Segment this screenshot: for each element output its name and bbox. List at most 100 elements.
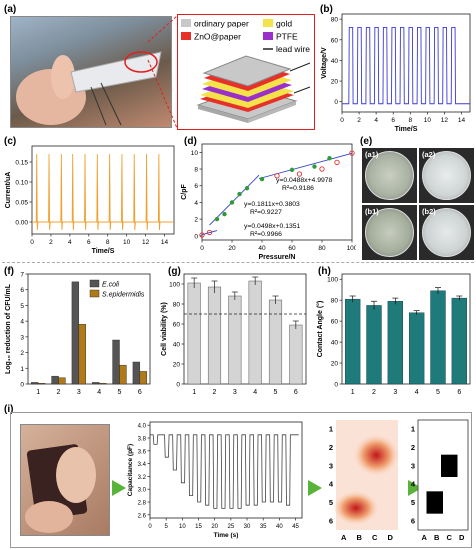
x-tick-label: 10	[424, 117, 432, 124]
y-tick-label: 0	[334, 382, 338, 389]
y-tick-label: 4	[20, 319, 24, 326]
row-label: 1	[329, 425, 333, 434]
bar-viability	[248, 280, 262, 385]
plot-frame	[27, 273, 151, 385]
bar-viability	[187, 282, 201, 385]
bar-contact-angle	[430, 290, 446, 385]
y-tick-label: 0.10	[15, 180, 28, 187]
data-point-red	[296, 171, 303, 177]
voltage-series-line	[342, 26, 470, 105]
row-label: 6	[329, 516, 333, 525]
heatmap-hotspot	[331, 490, 380, 526]
bar-contact-angle	[345, 298, 361, 385]
column-label: B	[434, 533, 440, 542]
legend-swatch	[89, 289, 100, 298]
capacitance-series-line	[150, 434, 299, 509]
x-tick-label: 12	[441, 117, 449, 124]
y-tick-label: 100	[327, 277, 338, 284]
bar-viability	[228, 295, 242, 385]
y-tick-label: 20	[331, 361, 339, 368]
panel-b: (b) 0 2 4 6 8 10 12 14 0 20 40 60 80 Time/S Voltage/V	[318, 2, 474, 133]
y-tick-label: 4.0	[138, 424, 147, 430]
x-tick-label: 5	[118, 389, 122, 396]
column-label: B	[357, 533, 363, 542]
panel-label-c: (c)	[4, 136, 17, 147]
y-tick-label: 2.8	[138, 501, 147, 507]
y-tick-label: 7	[20, 272, 24, 279]
arrow-right-icon	[308, 480, 322, 496]
x-tick-label: 3	[233, 389, 237, 396]
plot-frame	[341, 273, 471, 385]
data-point-green	[259, 176, 265, 182]
legend-swatch	[89, 279, 100, 288]
data-point-green	[229, 200, 235, 205]
panel-a: (a) ordinary paper gold ZnO@paper PTFE l…	[2, 2, 315, 132]
panel-label-f: (f)	[4, 266, 14, 277]
y-tick-label: 5	[20, 303, 24, 310]
x-axis-label: Time/S	[395, 126, 418, 132]
x-tick-label: 1	[351, 389, 355, 396]
x-tick-label: 3	[393, 389, 397, 396]
finger-on-sensor-illustration	[25, 444, 96, 533]
y-axis-label: Voltage/V	[321, 47, 328, 79]
bar-viability	[207, 286, 222, 385]
contact-angle-chart: 0 20 40 60 80 100 Contact Angle (°) 1 2 3 4 5 6	[316, 273, 471, 396]
y-tick-label: 60	[331, 319, 339, 326]
x-tick-label: 25	[228, 524, 235, 530]
bar-ecoli	[112, 339, 120, 385]
x-tick-label: 2	[213, 389, 217, 396]
voltage-chart: 0 2 4 6 8 10 12 14 0 20 40 60 80 Time/S Voltage/V	[321, 13, 471, 133]
fit-equation: y=0.0488x+4.9978	[276, 177, 333, 184]
x-tick-label: 4	[374, 117, 378, 124]
x-tick-label: 2	[372, 389, 376, 396]
x-tick-label: 80	[318, 245, 326, 252]
pressure-heatmap: 1 2 3 4 5 6A B C D	[329, 420, 401, 542]
data-point-red	[349, 150, 355, 156]
bar-ecoli	[92, 382, 100, 385]
y-tick-label: 2	[20, 350, 24, 357]
row-label: 1	[411, 425, 415, 434]
x-tick-label: 60	[288, 245, 296, 252]
legend-swatch-ptfe	[263, 32, 273, 40]
current-chart: 0 2 4 6 8 10 12 14 0.00 0.05 0.10 0.15 Time/S Current…	[5, 145, 175, 255]
legend-zno: ZnO@paper	[194, 32, 241, 42]
petri-dish-label: (b2)	[422, 207, 436, 216]
y-tick-label: 20	[331, 79, 339, 86]
petri-dish-grid: (a1) (a2) (b1) (b2)	[362, 148, 474, 260]
bar-sepidermidis	[37, 383, 46, 385]
petri-dish: (a1)	[362, 148, 417, 203]
row-label: 5	[329, 498, 333, 507]
x-tick-label: 5	[164, 524, 168, 530]
panel-label-e: (e)	[360, 136, 373, 147]
x-tick-label: 8	[106, 239, 110, 246]
bar-sepidermidis	[139, 371, 147, 385]
y-tick-label: 3.8	[138, 437, 147, 443]
x-tick-label: 0	[200, 245, 204, 252]
y-tick-label: 0.15	[15, 160, 28, 167]
column-label: D	[459, 533, 465, 542]
petri-dish-label: (a1)	[365, 150, 379, 159]
x-tick-label: 12	[142, 239, 150, 246]
data-point-red	[334, 159, 340, 166]
y-tick-label: 100	[169, 282, 180, 289]
data-point-red	[206, 229, 213, 236]
panel-c: (c) 0 2 4 6 8 10 12 14 0.00 0.05 0.10 0.15 Time/S Cur…	[2, 136, 177, 256]
x-tick-label: 10	[123, 239, 131, 246]
x-tick-label: 10	[179, 524, 186, 530]
x-tick-label: 0	[148, 524, 152, 530]
row-label: 5	[411, 498, 415, 507]
petri-dish-image	[422, 208, 471, 257]
x-tick-label: 20	[228, 245, 236, 252]
bar-ecoli	[132, 361, 141, 385]
x-axis-label: Pressure/N	[259, 254, 296, 260]
x-tick-label: 2	[357, 117, 361, 124]
y-tick-label: 3.2	[138, 475, 147, 481]
row-label: 2	[329, 443, 333, 452]
capacitance-time-chart: 0 5 10 15 20 25 30 35 40 45 2.6 2.8 3.0 3.2 3.4 3.6 3.8 4…	[127, 421, 303, 539]
arrow-right-icon	[112, 480, 126, 496]
data-point-red	[199, 232, 205, 238]
x-tick-label: 6	[457, 389, 461, 396]
data-point-green	[312, 164, 317, 169]
bar-contact-angle	[366, 305, 382, 385]
petri-dish-image	[422, 151, 471, 200]
